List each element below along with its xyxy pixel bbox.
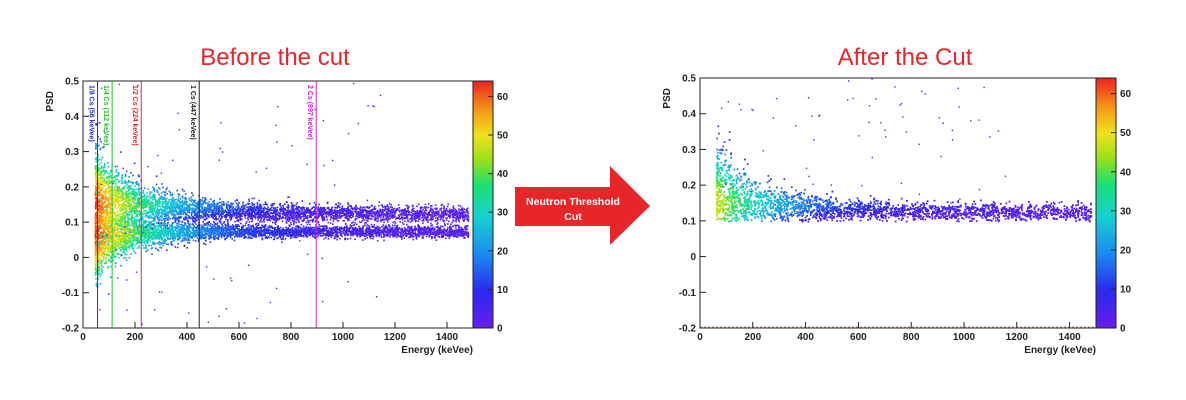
x-tick-label-7: 1400 — [436, 332, 459, 343]
y-tick-label-1: -0.1 — [62, 288, 80, 299]
colorbar-tick-label-0: 0 — [1120, 324, 1126, 335]
x-tick-label-3: 600 — [850, 332, 867, 343]
x-tick-label-2: 400 — [179, 332, 196, 343]
colorbar-tick-label-2: 20 — [1120, 245, 1132, 256]
chart-before-cut: 1/8 Cs (56 keVee) 1/4 Cs (112 keVee) 1/2 C… — [45, 77, 509, 357]
colorbar-tick-label-5: 50 — [1120, 128, 1132, 139]
colorbar-tick-label-1: 10 — [497, 285, 509, 296]
chart-after-cut: 0 200 400 600 800 1000 1200 1400-0.2-0.100.10.2… — [662, 74, 1132, 357]
y-axis-label: PSD — [45, 91, 56, 112]
x-tick-label-0: 0 — [697, 332, 703, 343]
colorbar-tick-label-3: 30 — [497, 208, 509, 219]
colorbar-tick-label-3: 30 — [1120, 206, 1132, 217]
y-tick-label-3: 0.1 — [682, 216, 696, 227]
y-tick-label-0: -0.2 — [679, 324, 697, 335]
marker-label-4: 2 Cs (897 keVee) — [306, 85, 313, 140]
arrow-label-line1: Neutron Threshold — [526, 196, 620, 208]
arrow-label: Neutron Threshold Cut — [513, 195, 633, 225]
colorbar-tick-label-4: 40 — [1120, 167, 1132, 178]
y-tick-label-5: 0.3 — [65, 147, 79, 158]
colorbar-tick-label-4: 40 — [497, 169, 509, 180]
marker-label-3: 1 Cs (447 keVee) — [189, 85, 196, 140]
x-tick-label-5: 1000 — [332, 332, 355, 343]
y-tick-label-7: 0.5 — [682, 74, 696, 85]
y-tick-label-4: 0.2 — [65, 182, 79, 193]
colorbar-tick-label-6: 60 — [1120, 89, 1132, 100]
x-tick-label-5: 1000 — [953, 332, 976, 343]
y-tick-label-6: 0.4 — [682, 109, 696, 120]
x-tick-label-2: 400 — [797, 332, 814, 343]
y-axis-label: PSD — [662, 88, 673, 109]
colorbar-tick-label-1: 10 — [1120, 284, 1132, 295]
x-tick-label-1: 200 — [744, 332, 761, 343]
x-tick-label-4: 800 — [283, 332, 300, 343]
y-tick-label-6: 0.4 — [65, 112, 79, 123]
colorbar-tick-label-6: 60 — [497, 92, 509, 103]
arrow-shape — [515, 166, 650, 245]
marker-label-1: 1/4 Cs (112 keVee) — [102, 85, 109, 145]
heatmap-density — [715, 78, 1093, 223]
y-tick-label-0: -0.2 — [62, 324, 80, 335]
y-tick-label-2: 0 — [690, 252, 696, 263]
x-tick-label-6: 1200 — [384, 332, 407, 343]
x-tick-label-4: 800 — [903, 332, 920, 343]
x-axis-label: Energy (keVee) — [401, 345, 473, 356]
x-tick-label-1: 200 — [127, 332, 144, 343]
x-axis-label: Energy (keVee) — [1024, 345, 1096, 356]
colorbar — [1095, 77, 1117, 329]
y-tick-label-7: 0.5 — [65, 77, 79, 88]
colorbar — [472, 80, 494, 329]
colorbar-tick-label-5: 50 — [497, 131, 509, 142]
y-tick-label-1: -0.1 — [679, 288, 697, 299]
x-tick-label-3: 600 — [231, 332, 248, 343]
x-tick-label-0: 0 — [80, 332, 86, 343]
y-tick-label-5: 0.3 — [682, 145, 696, 156]
right-panel-title: After the Cut — [837, 44, 973, 71]
y-tick-label-3: 0.1 — [65, 218, 79, 229]
x-tick-label-7: 1400 — [1058, 332, 1081, 343]
marker-label-2: 1/2 Cs (224 keVee) — [131, 85, 138, 146]
left-panel-title: Before the cut — [200, 44, 350, 71]
x-tick-label-6: 1200 — [1006, 332, 1029, 343]
y-tick-label-4: 0.2 — [682, 181, 696, 192]
colorbar-tick-label-0: 0 — [497, 324, 503, 335]
arrow-label-line2: Cut — [564, 211, 582, 223]
marker-label-0: 1/8 Cs (56 keVee) — [88, 85, 95, 142]
y-tick-label-2: 0 — [73, 253, 79, 264]
colorbar-tick-label-2: 20 — [497, 246, 509, 257]
